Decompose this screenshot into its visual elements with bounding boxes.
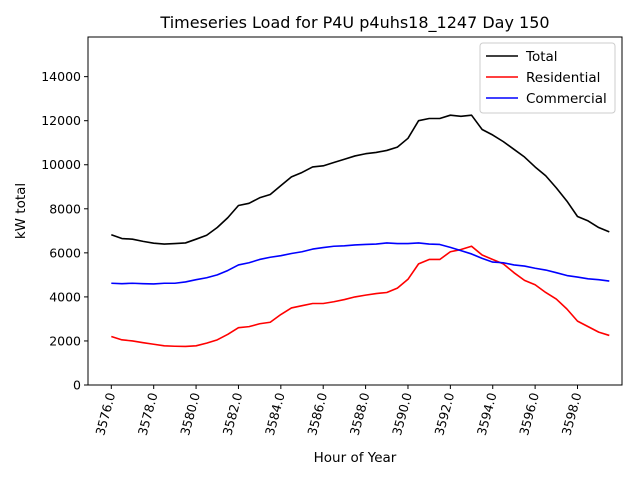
y-axis-label: kW total — [13, 183, 29, 239]
legend-box — [479, 42, 616, 114]
chart-title: Timeseries Load for P4U p4uhs18_1247 Day… — [159, 13, 549, 33]
x-axis-label: Hour of Year — [314, 450, 397, 466]
y-tick-label: 10000 — [41, 157, 81, 172]
y-tick-label: 4000 — [49, 289, 81, 304]
y-tick-label: 2000 — [49, 333, 81, 348]
y-tick-label: 14000 — [41, 69, 81, 84]
y-tick-label: 6000 — [49, 245, 81, 260]
legend: Total Residential Commercial — [479, 42, 616, 114]
y-axis: 0 2000 4000 6000 8000 10000 12000 14000 — [41, 69, 88, 393]
series-line-commercial — [111, 242, 610, 285]
y-tick-label: 12000 — [41, 113, 81, 128]
series-line-total — [111, 114, 610, 245]
legend-entries: Total Residential Commercial — [486, 49, 607, 107]
y-tick-label: 0 — [73, 378, 81, 393]
series-line-residential — [111, 245, 610, 348]
legend-label-commercial: Commercial — [526, 91, 607, 107]
series-lines — [111, 114, 610, 348]
plot-frame — [87, 36, 623, 386]
y-tick-label: 8000 — [49, 201, 81, 216]
legend-label-residential: Residential — [526, 70, 600, 86]
legend-label-total: Total — [525, 49, 558, 65]
